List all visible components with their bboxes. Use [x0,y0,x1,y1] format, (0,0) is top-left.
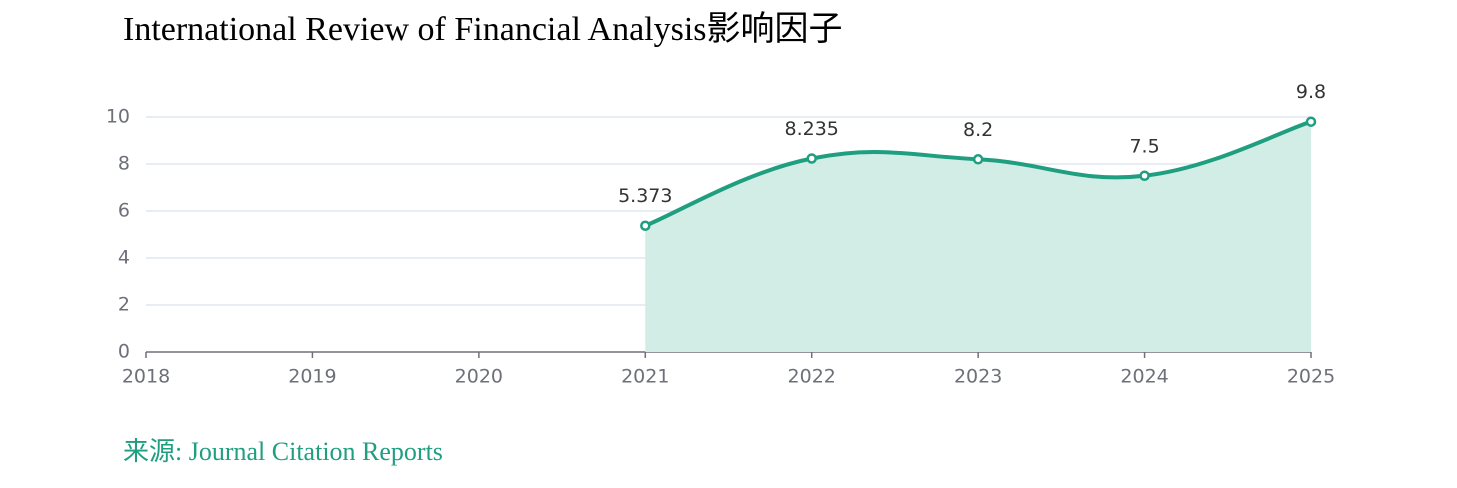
x-tick-label: 2019 [288,366,336,388]
y-tick-label: 2 [118,294,130,316]
y-tick-label: 4 [118,247,130,269]
x-tick-label: 2020 [455,366,503,388]
point [806,153,817,164]
point [1139,170,1150,181]
y-tick-label: 8 [118,153,130,175]
x-tick-label: 2022 [788,366,836,388]
data-label: 7.5 [1129,135,1159,157]
point [640,220,651,231]
data-label: 5.373 [618,185,672,207]
y-tick-label: 0 [118,341,130,363]
source: 来源: Journal Citation Reports [123,437,443,466]
data-label: 8.235 [785,118,839,140]
x-tick-label: 2025 [1287,366,1335,388]
point [1305,116,1317,127]
chart-title: International Review of Financial Analys… [123,10,843,48]
x-tick-label: 2024 [1120,366,1168,388]
x-tick-label: 2018 [122,366,170,388]
x-tick-label: 2023 [954,366,1002,388]
y-tick-label: 10 [106,106,130,128]
data-label: 8.2 [963,119,993,141]
point [972,154,984,165]
x-tick-label: 2021 [621,366,669,388]
y-tick-label: 6 [118,200,130,222]
data-label: 9.8 [1296,81,1326,103]
